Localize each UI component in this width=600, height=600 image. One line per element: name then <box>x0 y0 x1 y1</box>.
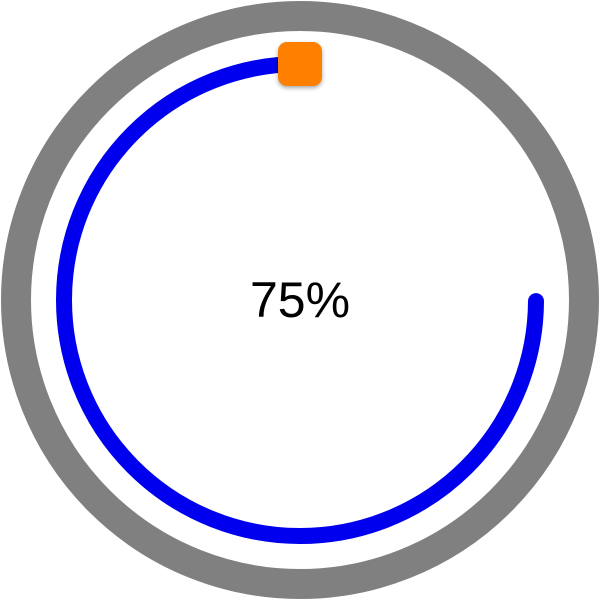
progress-arc <box>56 56 544 544</box>
slider-handle[interactable] <box>278 42 322 86</box>
